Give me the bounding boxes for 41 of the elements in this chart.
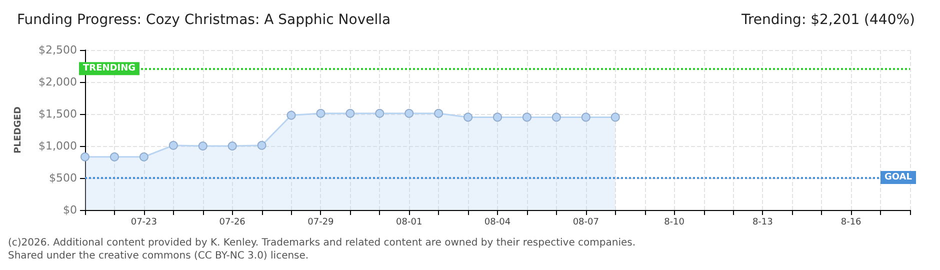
point	[286, 110, 296, 120]
point	[316, 108, 326, 118]
point	[257, 140, 266, 150]
x-tick-label: 08-07	[572, 218, 599, 228]
point	[464, 112, 473, 122]
y-axis-title: PLEDGED	[14, 106, 24, 154]
x-tick-label: 07-26	[219, 218, 246, 228]
point	[110, 152, 119, 162]
point	[346, 108, 355, 118]
point	[80, 152, 90, 162]
text: Shared under the creative commons (CC BY-NC 3.0) license.	[8, 250, 309, 262]
x-tick-label: 8-10	[664, 218, 685, 228]
x-tick-label: 07-23	[130, 218, 158, 228]
point	[493, 112, 502, 122]
y-tick-label: $1,500	[38, 108, 77, 120]
x-tick-label: 08-01	[396, 218, 422, 228]
text: (c)2026. Additional content provided by K. Kenley. Trademarks and related content are owned by their respective companies.	[8, 238, 636, 248]
y-tick-label: $0	[63, 204, 77, 216]
chart-subtitle: Trending: $2,201 (440%)	[740, 12, 916, 28]
y-tick-label: $2,500	[38, 44, 77, 56]
y-tick-label: $1,000	[38, 140, 77, 152]
point	[168, 140, 178, 150]
point	[139, 152, 148, 162]
point	[610, 112, 620, 122]
point	[581, 112, 590, 122]
point	[375, 108, 384, 118]
ref-line-label: GOAL	[884, 172, 912, 182]
point	[404, 108, 414, 118]
y-tick-label: $500	[49, 172, 77, 184]
point	[552, 112, 561, 122]
x-tick-label: 07-29	[308, 218, 334, 228]
point	[434, 108, 444, 118]
x-tick-label: 08-04	[484, 218, 511, 228]
chart-title: Funding Progress: Cozy Christmas: A Sapphic Novella	[17, 12, 391, 28]
x-tick-label: 8-13	[752, 218, 773, 228]
y-tick-label: $2,000	[38, 76, 77, 88]
point	[198, 142, 208, 150]
x-tick-label: 8-16	[840, 218, 862, 228]
point	[522, 112, 532, 122]
point	[228, 142, 237, 150]
ref-line-label: TRENDING	[83, 64, 136, 74]
